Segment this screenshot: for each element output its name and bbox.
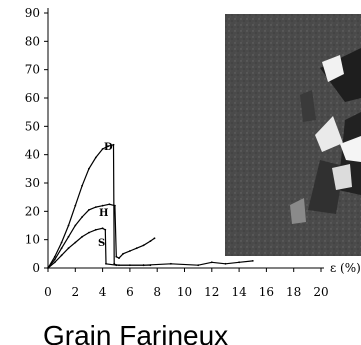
data-point-D bbox=[81, 184, 83, 187]
data-point-S bbox=[104, 228, 107, 231]
curve-label-D: D bbox=[104, 142, 113, 153]
data-point-H bbox=[53, 258, 56, 261]
data-point-H bbox=[129, 250, 131, 252]
data-point-H bbox=[88, 209, 90, 211]
curve-label-H: H bbox=[99, 208, 108, 219]
x-tick-label: 18 bbox=[286, 285, 301, 299]
data-point-S bbox=[94, 228, 97, 231]
data-point-S bbox=[224, 262, 227, 265]
data-point-D bbox=[74, 204, 77, 207]
y-tick-label: 20 bbox=[25, 204, 40, 218]
x-axis-label: ε (%) bbox=[330, 261, 361, 275]
y-tick-label: 40 bbox=[25, 148, 40, 162]
data-point-S bbox=[197, 264, 200, 267]
micrograph-inset bbox=[225, 14, 361, 256]
data-point-H bbox=[101, 204, 104, 207]
data-point-S bbox=[53, 261, 56, 264]
data-point-D bbox=[88, 167, 90, 170]
y-tick-label: 10 bbox=[25, 233, 40, 247]
data-point-H bbox=[60, 247, 63, 250]
figure-caption: Grain Farineux bbox=[43, 320, 228, 345]
data-point-H bbox=[122, 252, 124, 255]
y-tick-label: 90 bbox=[25, 6, 40, 20]
y-tick-label: 60 bbox=[25, 91, 40, 105]
data-point-H bbox=[81, 216, 83, 218]
x-tick-label: 16 bbox=[259, 285, 274, 299]
data-point-S bbox=[81, 235, 83, 238]
axes: 0 10 20 30 40 50 60 70 80 90 0 2 4 6 8 10 12 14 16 18 20 bbox=[25, 6, 329, 299]
x-tick-label: 2 bbox=[71, 285, 79, 299]
data-point-H bbox=[135, 247, 138, 250]
y-tick-label: 80 bbox=[25, 34, 40, 48]
data-point-H bbox=[74, 224, 77, 227]
data-point-D bbox=[101, 148, 104, 150]
x-tick-label: 4 bbox=[99, 285, 107, 299]
x-tick-label: 8 bbox=[153, 285, 161, 299]
data-point-S bbox=[101, 227, 104, 230]
y-tick-label: 0 bbox=[32, 261, 40, 275]
data-point-H bbox=[153, 237, 156, 240]
x-tick-label: 12 bbox=[204, 285, 219, 299]
data-point-H bbox=[108, 203, 111, 206]
data-point-S bbox=[105, 262, 107, 265]
data-point-S bbox=[67, 247, 70, 250]
data-point-H bbox=[115, 255, 118, 258]
data-point-S bbox=[142, 264, 145, 267]
data-point-H bbox=[149, 240, 152, 243]
data-point-H bbox=[118, 257, 120, 259]
data-point-D bbox=[94, 156, 97, 159]
series-line-S bbox=[47, 227, 253, 269]
data-point-H bbox=[67, 235, 70, 238]
data-point-S bbox=[251, 260, 254, 262]
data-point-S bbox=[88, 231, 90, 234]
data-point-D bbox=[67, 224, 70, 227]
x-tick-label: 6 bbox=[126, 285, 134, 299]
x-tick-label: 10 bbox=[177, 285, 192, 299]
series-layer bbox=[47, 143, 254, 269]
data-point-H bbox=[142, 244, 145, 247]
data-point-S bbox=[74, 241, 77, 244]
curve-label-S: S bbox=[98, 238, 105, 249]
data-point-D bbox=[112, 143, 115, 146]
y-tick-label: 70 bbox=[25, 63, 40, 77]
data-point-S bbox=[60, 254, 63, 257]
data-point-S bbox=[238, 261, 241, 264]
x-tick-label: 0 bbox=[44, 285, 52, 299]
x-tick-label: 14 bbox=[231, 285, 247, 299]
data-point-S bbox=[170, 262, 172, 265]
y-tick-label: 30 bbox=[25, 176, 40, 190]
y-tick-label: 50 bbox=[25, 119, 40, 133]
data-point-D bbox=[107, 145, 109, 148]
data-point-S bbox=[210, 261, 213, 264]
data-point-H bbox=[114, 204, 116, 207]
data-point-H bbox=[94, 206, 97, 209]
data-point-S bbox=[115, 264, 118, 267]
data-point-D bbox=[53, 255, 56, 258]
data-point-D bbox=[60, 241, 63, 244]
data-point-S bbox=[47, 267, 49, 269]
x-tick-label: 20 bbox=[313, 285, 328, 299]
